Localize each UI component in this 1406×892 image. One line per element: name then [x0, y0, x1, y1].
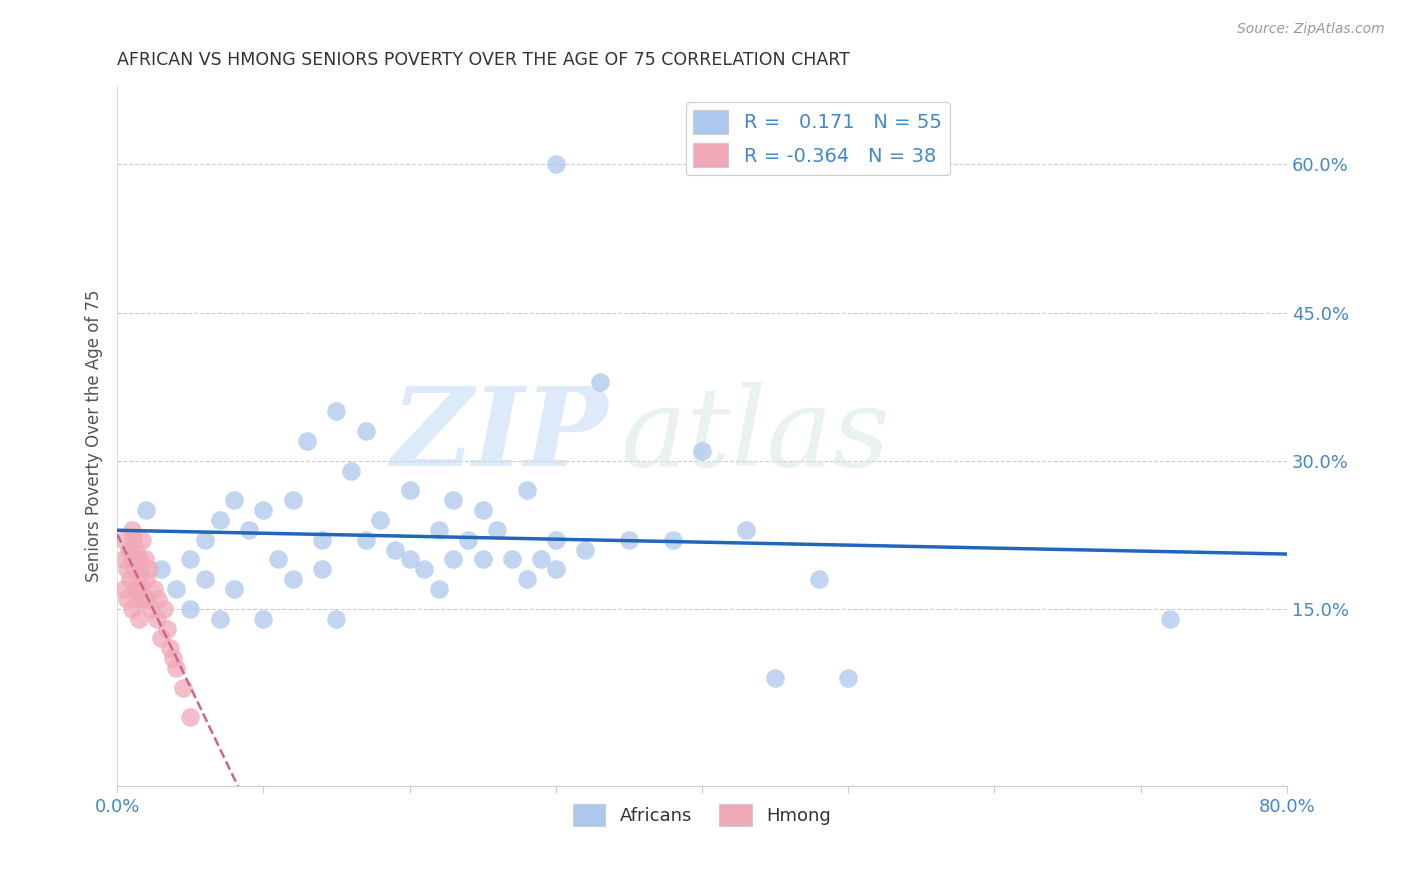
Point [121, 552, 143, 566]
Point [617, 533, 640, 547]
Point [194, 533, 217, 547]
Point [574, 542, 596, 557]
Point [153, 601, 176, 615]
Point [124, 562, 146, 576]
Point [139, 601, 162, 615]
Point [135, 503, 157, 517]
Point [127, 591, 149, 606]
Point [208, 513, 231, 527]
Point [132, 591, 155, 606]
Point [172, 681, 194, 695]
Point [1159, 612, 1181, 626]
Point [413, 562, 436, 576]
Point [165, 661, 187, 675]
Point [281, 572, 304, 586]
Point [267, 552, 290, 566]
Point [690, 443, 713, 458]
Point [114, 533, 136, 547]
Point [807, 572, 830, 586]
Point [224, 582, 246, 596]
Point [156, 622, 179, 636]
Point [325, 404, 347, 418]
Point [427, 582, 450, 596]
Y-axis label: Seniors Poverty Over the Age of 75: Seniors Poverty Over the Age of 75 [86, 290, 103, 582]
Point [118, 542, 141, 557]
Point [145, 612, 167, 626]
Point [281, 493, 304, 508]
Text: atlas: atlas [620, 383, 890, 490]
Point [114, 552, 136, 566]
Point [138, 562, 160, 576]
Point [530, 552, 553, 566]
Point [443, 493, 465, 508]
Point [471, 552, 494, 566]
Point [544, 533, 567, 547]
Point [544, 157, 567, 171]
Point [471, 503, 494, 517]
Point [128, 612, 150, 626]
Point [252, 612, 274, 626]
Point [135, 572, 157, 586]
Point [325, 612, 347, 626]
Point [486, 523, 509, 537]
Point [311, 533, 333, 547]
Point [208, 612, 231, 626]
Point [128, 552, 150, 566]
Point [179, 601, 201, 615]
Text: Source: ZipAtlas.com: Source: ZipAtlas.com [1237, 22, 1385, 37]
Point [589, 375, 612, 389]
Point [398, 552, 420, 566]
Point [516, 483, 538, 498]
Point [146, 591, 169, 606]
Point [122, 533, 145, 547]
Point [297, 434, 319, 448]
Point [516, 572, 538, 586]
Point [544, 562, 567, 576]
Point [117, 562, 139, 576]
Point [194, 572, 217, 586]
Point [162, 651, 184, 665]
Point [179, 710, 201, 724]
Point [443, 552, 465, 566]
Point [238, 523, 260, 537]
Point [354, 424, 377, 438]
Point [340, 464, 363, 478]
Point [224, 493, 246, 508]
Point [159, 641, 181, 656]
Point [121, 523, 143, 537]
Point [354, 533, 377, 547]
Point [150, 632, 173, 646]
Point [165, 582, 187, 596]
Point [125, 582, 148, 596]
Point [311, 562, 333, 576]
Point [117, 591, 139, 606]
Point [129, 562, 152, 576]
Point [134, 552, 156, 566]
Point [125, 542, 148, 557]
Point [131, 533, 153, 547]
Text: AFRICAN VS HMONG SENIORS POVERTY OVER THE AGE OF 75 CORRELATION CHART: AFRICAN VS HMONG SENIORS POVERTY OVER TH… [117, 51, 851, 69]
Point [120, 572, 142, 586]
Point [252, 503, 274, 517]
Point [661, 533, 683, 547]
Point [763, 671, 786, 685]
Point [457, 533, 479, 547]
Point [427, 523, 450, 537]
Point [127, 572, 149, 586]
Point [114, 582, 136, 596]
Point [501, 552, 523, 566]
Legend: Africans, Hmong: Africans, Hmong [565, 797, 838, 833]
Point [370, 513, 392, 527]
Point [398, 483, 420, 498]
Point [121, 601, 143, 615]
Text: ZIP: ZIP [392, 383, 609, 490]
Point [150, 562, 173, 576]
Point [179, 552, 201, 566]
Point [734, 523, 756, 537]
Point [136, 591, 159, 606]
Point [142, 582, 165, 596]
Point [384, 542, 406, 557]
Point [837, 671, 859, 685]
Point [129, 582, 152, 596]
